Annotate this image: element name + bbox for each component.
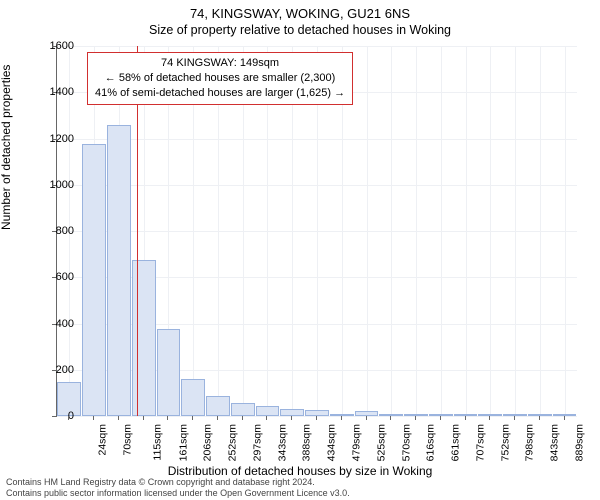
histogram-bar	[82, 144, 106, 416]
histogram-bar	[231, 403, 255, 416]
histogram-bar	[157, 329, 181, 416]
y-tick	[52, 92, 56, 93]
histogram-bar	[206, 396, 230, 416]
x-tick	[366, 416, 367, 420]
x-tick-label: 798sqm	[524, 424, 536, 461]
x-tick-label: 752sqm	[499, 424, 511, 461]
y-tick	[52, 324, 56, 325]
x-axis-label: Distribution of detached houses by size …	[0, 464, 600, 478]
y-tick	[52, 46, 56, 47]
y-tick	[52, 139, 56, 140]
x-tick	[143, 416, 144, 420]
x-tick-label: 707sqm	[474, 424, 486, 461]
gridline-vertical	[391, 46, 392, 416]
x-tick	[266, 416, 267, 420]
histogram-plot: 74 KINGSWAY: 149sqm← 58% of detached hou…	[56, 46, 577, 417]
gridline-vertical	[367, 46, 368, 416]
x-tick	[316, 416, 317, 420]
gridline-vertical	[466, 46, 467, 416]
x-tick	[242, 416, 243, 420]
x-tick-label: 616sqm	[425, 424, 437, 461]
y-tick	[52, 185, 56, 186]
footer-line-2: Contains public sector information licen…	[6, 488, 350, 498]
x-tick	[514, 416, 515, 420]
histogram-bar	[330, 414, 354, 416]
x-tick	[539, 416, 540, 420]
callout-line: 41% of semi-detached houses are larger (…	[95, 86, 345, 101]
x-tick	[118, 416, 119, 420]
x-tick	[93, 416, 94, 420]
histogram-bar	[528, 414, 552, 416]
y-axis-label: Number of detached properties	[0, 65, 13, 230]
x-tick-label: 70sqm	[122, 424, 134, 456]
x-tick-label: 843sqm	[548, 424, 560, 461]
x-tick-label: 570sqm	[400, 424, 412, 461]
x-tick-label: 434sqm	[326, 424, 338, 461]
x-tick	[390, 416, 391, 420]
histogram-bar	[132, 260, 156, 416]
gridline-vertical	[540, 46, 541, 416]
x-tick-label: 252sqm	[227, 424, 239, 461]
callout-line: 74 KINGSWAY: 149sqm	[95, 56, 345, 71]
gridline-horizontal	[57, 416, 577, 417]
gridline-vertical	[565, 46, 566, 416]
gridline-vertical	[515, 46, 516, 416]
page-title: 74, KINGSWAY, WOKING, GU21 6NS	[0, 6, 600, 21]
x-tick-label: 479sqm	[350, 424, 362, 461]
x-tick-label: 388sqm	[301, 424, 313, 461]
gridline-vertical	[416, 46, 417, 416]
x-tick	[489, 416, 490, 420]
page-subtitle: Size of property relative to detached ho…	[0, 23, 600, 37]
x-tick-label: 525sqm	[375, 424, 387, 461]
y-tick	[52, 231, 56, 232]
x-tick	[167, 416, 168, 420]
x-tick	[192, 416, 193, 420]
footer-attribution: Contains HM Land Registry data © Crown c…	[6, 477, 350, 498]
y-tick	[52, 416, 56, 417]
histogram-bar	[107, 125, 131, 416]
x-tick-label: 661sqm	[449, 424, 461, 461]
footer-line-1: Contains HM Land Registry data © Crown c…	[6, 477, 350, 487]
x-tick-label: 343sqm	[276, 424, 288, 461]
histogram-bar	[181, 379, 205, 416]
gridline-vertical	[441, 46, 442, 416]
histogram-bar	[256, 406, 280, 416]
x-tick-label: 115sqm	[151, 424, 163, 461]
x-tick	[68, 416, 69, 420]
gridline-vertical	[490, 46, 491, 416]
x-tick	[465, 416, 466, 420]
x-tick	[564, 416, 565, 420]
x-tick	[341, 416, 342, 420]
callout-line: ← 58% of detached houses are smaller (2,…	[95, 71, 345, 86]
y-tick	[52, 277, 56, 278]
x-tick-label: 24sqm	[97, 424, 109, 456]
y-tick	[52, 370, 56, 371]
x-tick-label: 297sqm	[251, 424, 263, 461]
histogram-bar	[429, 414, 453, 416]
x-tick	[291, 416, 292, 420]
x-tick	[440, 416, 441, 420]
histogram-bar	[280, 409, 304, 416]
x-tick	[415, 416, 416, 420]
x-tick	[217, 416, 218, 420]
property-callout: 74 KINGSWAY: 149sqm← 58% of detached hou…	[87, 52, 353, 105]
x-tick-label: 889sqm	[573, 424, 585, 461]
x-tick-label: 206sqm	[202, 424, 214, 461]
x-tick-label: 161sqm	[177, 424, 189, 461]
